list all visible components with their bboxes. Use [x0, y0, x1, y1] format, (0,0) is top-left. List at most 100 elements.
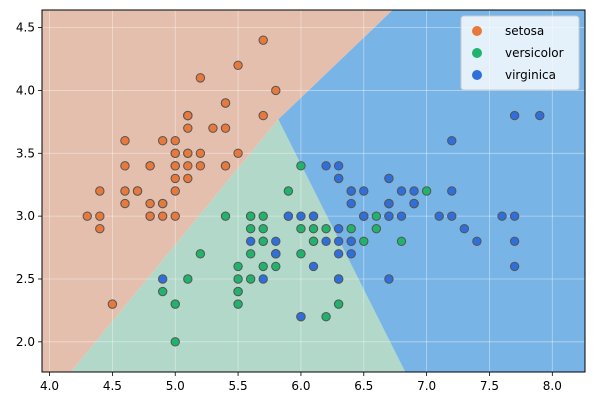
legend-label-setosa: setosa: [505, 24, 544, 38]
point-virginica: [333, 161, 344, 171]
point-versicolor: [245, 211, 256, 221]
point-setosa: [183, 161, 193, 171]
point-virginica: [308, 261, 319, 272]
point-virginica: [346, 236, 356, 246]
x-tick-label: 5.0: [166, 379, 185, 393]
point-setosa: [120, 198, 130, 209]
point-versicolor: [245, 274, 256, 284]
point-setosa: [170, 211, 180, 221]
point-virginica: [333, 274, 344, 284]
point-setosa: [258, 110, 268, 121]
point-virginica: [359, 211, 369, 221]
point-virginica: [258, 274, 268, 284]
point-virginica: [346, 249, 356, 259]
grid-lines: [42, 10, 585, 372]
point-versicolor: [321, 311, 331, 322]
point-setosa: [233, 148, 243, 158]
point-setosa: [120, 161, 130, 171]
x-tick-label: 5.5: [229, 379, 248, 393]
point-versicolor: [220, 211, 231, 221]
point-virginica: [245, 236, 256, 246]
point-virginica: [333, 224, 344, 234]
point-versicolor: [371, 211, 382, 221]
point-versicolor: [258, 211, 268, 221]
x-tick-label: 6.5: [354, 379, 373, 393]
y-tick-label: 2.5: [16, 272, 35, 286]
point-virginica: [157, 274, 168, 284]
point-virginica: [472, 236, 482, 246]
point-virginica: [509, 211, 520, 221]
point-virginica: [434, 211, 444, 221]
point-setosa: [170, 148, 180, 158]
point-setosa: [145, 211, 155, 221]
point-versicolor: [371, 224, 382, 234]
point-setosa: [183, 110, 193, 121]
legend-marker-setosa: [472, 26, 482, 36]
point-versicolor: [245, 224, 256, 234]
y-tick-label: 4.0: [16, 83, 35, 97]
x-tick-label: 7.0: [417, 379, 436, 393]
y-tick-label: 3.0: [16, 209, 35, 223]
point-versicolor: [359, 236, 369, 246]
plot-area: [42, 10, 585, 372]
point-virginica: [333, 249, 344, 259]
point-virginica: [283, 211, 294, 221]
point-setosa: [170, 186, 180, 196]
point-setosa: [157, 136, 168, 146]
point-virginica: [333, 173, 344, 184]
point-versicolor: [195, 249, 206, 259]
point-versicolor: [308, 236, 319, 246]
point-virginica: [296, 211, 306, 221]
point-setosa: [95, 186, 105, 196]
point-setosa: [271, 85, 281, 96]
point-setosa: [220, 161, 231, 171]
point-versicolor: [183, 274, 193, 284]
point-versicolor: [296, 224, 306, 234]
legend-marker-virginica: [472, 70, 482, 80]
point-versicolor: [396, 236, 407, 246]
point-setosa: [183, 148, 193, 158]
point-virginica: [447, 211, 457, 221]
point-setosa: [208, 123, 218, 133]
region-setosa: [42, 10, 393, 372]
point-virginica: [447, 136, 457, 146]
point-virginica: [321, 236, 331, 246]
point-setosa: [170, 173, 180, 184]
y-tick-label: 3.5: [16, 146, 35, 160]
point-versicolor: [271, 261, 281, 272]
point-versicolor: [333, 299, 344, 309]
legend-box: [460, 15, 580, 91]
point-virginica: [509, 110, 520, 121]
point-setosa: [220, 98, 231, 108]
point-setosa: [195, 73, 206, 83]
point-versicolor: [308, 224, 319, 234]
point-setosa: [157, 198, 168, 209]
point-setosa: [170, 136, 180, 146]
point-setosa: [183, 173, 193, 184]
point-setosa: [120, 136, 130, 146]
point-virginica: [271, 236, 281, 246]
x-tick-label: 8.0: [543, 379, 562, 393]
y-tick-label: 4.5: [16, 21, 35, 35]
point-versicolor: [346, 224, 356, 234]
point-virginica: [396, 186, 407, 196]
point-virginica: [346, 198, 356, 209]
point-virginica: [296, 311, 306, 322]
point-virginica: [384, 198, 394, 209]
point-virginica: [308, 211, 319, 221]
point-virginica: [459, 224, 470, 234]
x-tick-label: 4.5: [103, 379, 122, 393]
point-versicolor: [296, 249, 306, 259]
point-setosa: [95, 211, 105, 221]
point-setosa: [107, 299, 118, 309]
point-versicolor: [245, 249, 256, 259]
legend-label-virginica: virginica: [505, 68, 556, 82]
point-virginica: [333, 236, 344, 246]
point-versicolor: [258, 261, 268, 272]
point-setosa: [220, 123, 231, 133]
decision-regions: [42, 10, 585, 372]
point-versicolor: [258, 224, 268, 234]
legend: setosa versicolor virginica: [460, 15, 580, 91]
legend-marker-versicolor: [472, 48, 482, 58]
